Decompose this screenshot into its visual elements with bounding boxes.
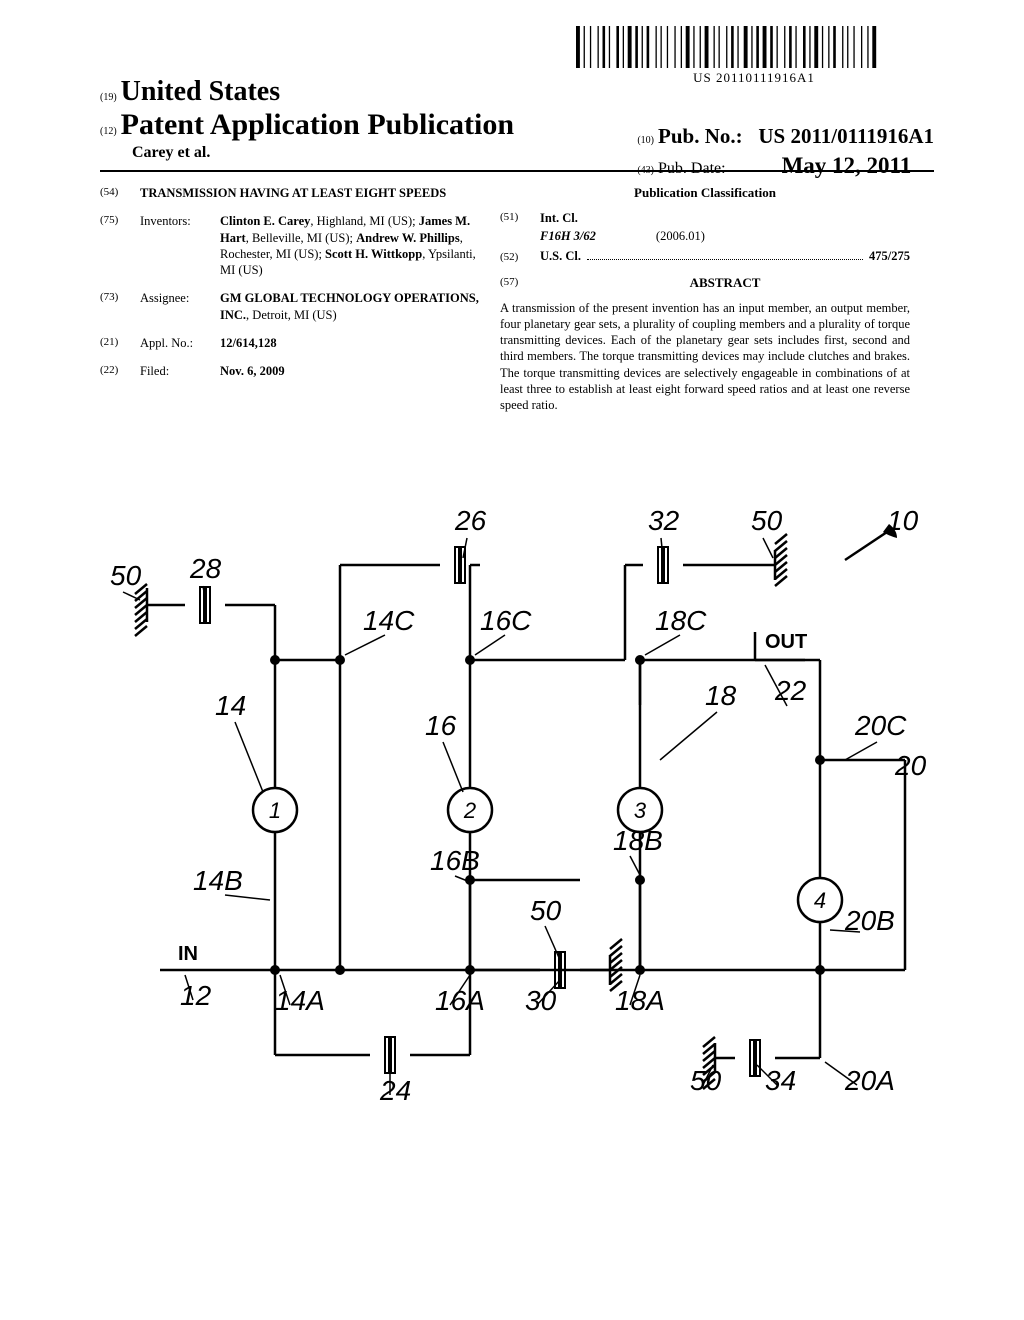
svg-text:16C: 16C [480,605,532,636]
uscl-value: 475/275 [869,248,910,264]
appl-code: (21) [100,335,140,351]
header: (19) United States (12) Patent Applicati… [100,76,934,180]
svg-text:50: 50 [110,560,142,591]
dots-leader [587,258,863,260]
svg-text:22: 22 [774,675,807,706]
svg-text:18C: 18C [655,605,707,636]
filed-code: (22) [100,363,140,379]
svg-text:30: 30 [525,985,557,1016]
svg-text:16A: 16A [435,985,485,1016]
biblio: (54) TRANSMISSION HAVING AT LEAST EIGHT … [100,185,480,391]
filed-date: Nov. 6, 2009 [220,363,480,379]
diagram: 123426325010502814C16C18COUT1416182220C2… [85,500,939,1120]
svg-text:14B: 14B [193,865,243,896]
code-10: (10) [637,135,654,146]
pubdate-label: Pub. Date: [658,160,726,177]
svg-text:32: 32 [648,505,680,536]
pubno-label: Pub. No.: US 2011/0111916A1 [658,124,934,148]
svg-text:26: 26 [454,505,487,536]
svg-text:12: 12 [180,980,212,1011]
svg-text:34: 34 [765,1065,796,1096]
asg-label: Assignee: [140,290,220,323]
svg-text:18: 18 [705,680,737,711]
inventors: Clinton E. Carey, Highland, MI (US); Jam… [220,213,480,278]
intcl-symbol: F16H 3/62 [540,228,596,244]
barcode-bars [576,26,876,68]
svg-text:50: 50 [751,505,783,536]
svg-text:20B: 20B [844,905,895,936]
pubclass-header: Publication Classification [500,185,910,202]
pub-type: Patent Application Publication [121,108,514,141]
uscl-label: U.S. Cl. [540,248,581,264]
intcl-date: (2006.01) [656,228,705,244]
asg-code: (73) [100,290,140,323]
intcl-label: Int. Cl. [540,210,910,226]
code-43: (43) [637,165,654,176]
inv-label: Inventors: [140,213,220,278]
svg-text:28: 28 [189,553,222,584]
svg-text:24: 24 [379,1075,411,1106]
svg-text:16B: 16B [430,845,480,876]
svg-text:20: 20 [894,750,927,781]
svg-text:20A: 20A [844,1065,895,1096]
svg-text:10: 10 [887,505,919,536]
intcl-code: (51) [500,210,540,226]
uscl-code: (52) [500,250,540,264]
title: TRANSMISSION HAVING AT LEAST EIGHT SPEED… [140,185,480,201]
svg-text:14A: 14A [275,985,325,1016]
code-19: (19) [100,92,117,103]
svg-text:14C: 14C [363,605,415,636]
svg-text:18A: 18A [615,985,665,1016]
abstract-code: (57) [500,275,540,298]
svg-text:2: 2 [463,798,476,823]
svg-text:14: 14 [215,690,246,721]
svg-text:16: 16 [425,710,457,741]
filed-label: Filed: [140,363,220,379]
country: United States [121,76,280,107]
svg-text:IN: IN [178,943,198,965]
svg-text:OUT: OUT [765,631,807,653]
pubdate: May 12, 2011 [782,153,912,178]
abstract-header: ABSTRACT [540,275,910,292]
svg-text:18B: 18B [613,825,663,856]
svg-text:20C: 20C [854,710,907,741]
svg-text:1: 1 [269,798,281,823]
assignee: GM GLOBAL TECHNOLOGY OPERATIONS, INC., D… [220,290,480,323]
svg-text:4: 4 [814,888,826,913]
abstract-body: A transmission of the present invention … [500,300,910,414]
inv-code: (75) [100,213,140,278]
appl-label: Appl. No.: [140,335,220,351]
code-12: (12) [100,126,117,137]
header-right: (10) Pub. No.: US 2011/0111916A1 (43) Pu… [637,124,934,179]
title-code: (54) [100,185,140,201]
svg-text:50: 50 [530,895,562,926]
right-column: Publication Classification (51) Int. Cl.… [500,185,910,413]
appl-no: 12/614,128 [220,335,480,351]
svg-text:3: 3 [634,798,647,823]
svg-text:50: 50 [690,1065,722,1096]
